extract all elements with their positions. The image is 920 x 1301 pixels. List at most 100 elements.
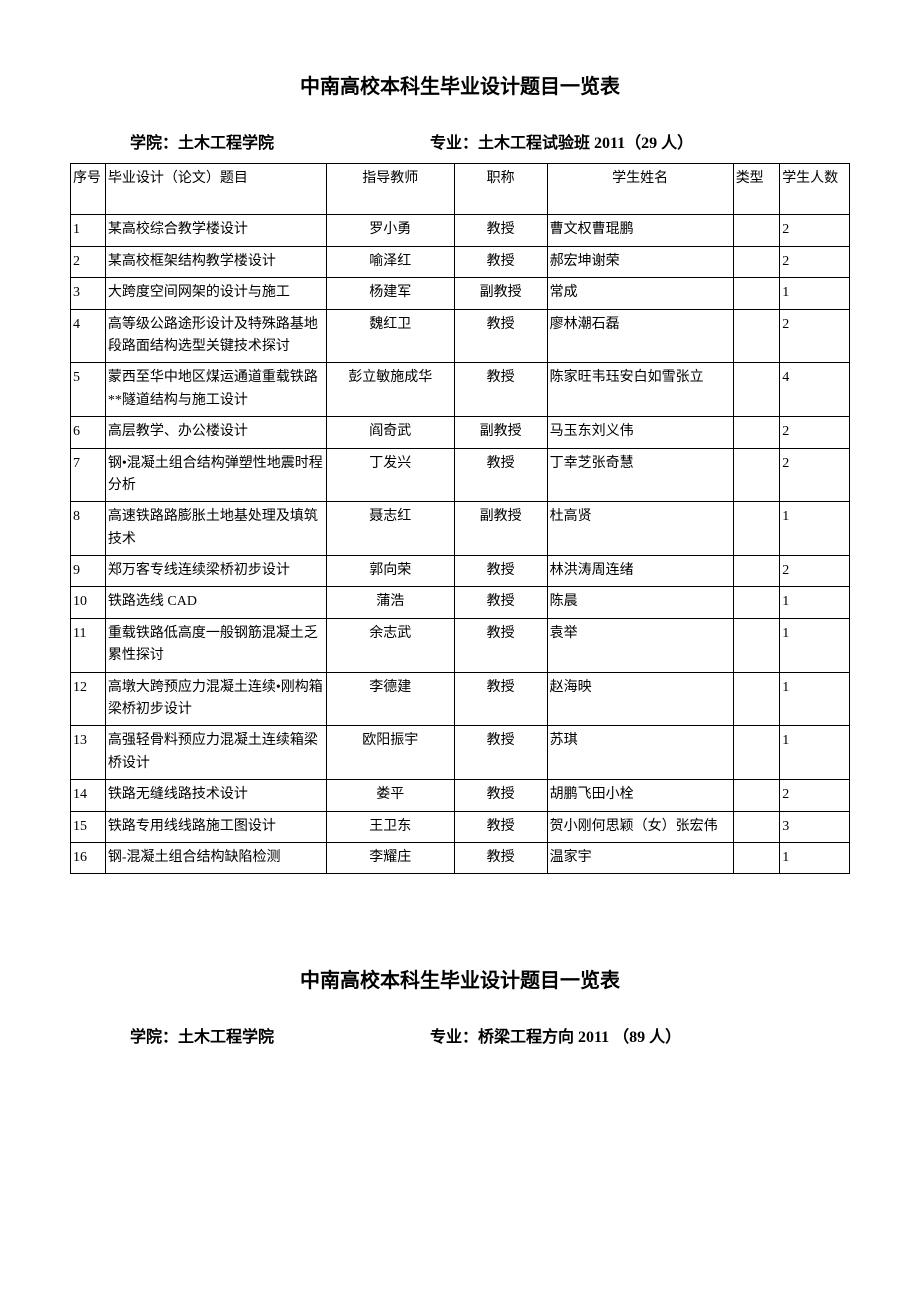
cell-count: 1 xyxy=(780,278,850,309)
cell-count: 2 xyxy=(780,417,850,448)
table-row: 15铁路专用线线路施工图设计王卫东教授贺小刚何思颖（女）张宏伟3 xyxy=(71,811,850,842)
table-row: 2某高校框架结构教学楼设计喻泽红教授郝宏坤谢荣2 xyxy=(71,246,850,277)
projects-table: 序号 毕业设计（论文）题目 指导教师 职称 学生姓名 类型 学生人数 1某高校综… xyxy=(70,163,850,874)
cell-teacher: 魏红卫 xyxy=(326,309,454,363)
cell-topic: 蒙西至华中地区煤运通道重载铁路**隧道结构与施工设计 xyxy=(105,363,326,417)
cell-idx: 7 xyxy=(71,448,106,502)
cell-type xyxy=(733,726,780,780)
table-row: 10铁路选线 CAD蒲浩教授陈晨1 xyxy=(71,587,850,618)
cell-topic: 钢•混凝土组合结构弹塑性地震时程分析 xyxy=(105,448,326,502)
cell-idx: 1 xyxy=(71,215,106,246)
cell-count: 2 xyxy=(780,556,850,587)
table-row: 7钢•混凝土组合结构弹塑性地震时程分析丁发兴教授丁幸芝张奇慧2 xyxy=(71,448,850,502)
cell-students: 陈家旺韦珏安白如雪张立 xyxy=(547,363,733,417)
cell-title: 教授 xyxy=(454,448,547,502)
cell-type xyxy=(733,309,780,363)
cell-title: 教授 xyxy=(454,726,547,780)
cell-teacher: 娄平 xyxy=(326,780,454,811)
cell-teacher: 喻泽红 xyxy=(326,246,454,277)
cell-title: 教授 xyxy=(454,246,547,277)
cell-topic: 铁路专用线线路施工图设计 xyxy=(105,811,326,842)
cell-type xyxy=(733,618,780,672)
cell-count: 2 xyxy=(780,448,850,502)
header-topic: 毕业设计（论文）题目 xyxy=(105,164,326,215)
cell-count: 1 xyxy=(780,726,850,780)
table-row: 8高速铁路路膨胀土地基处理及填筑技术聂志红副教授杜高贤1 xyxy=(71,502,850,556)
table-row: 16钢-混凝土组合结构缺陷检测李耀庄教授温家宇1 xyxy=(71,842,850,873)
cell-teacher: 聂志红 xyxy=(326,502,454,556)
header-teacher: 指导教师 xyxy=(326,164,454,215)
table-row: 12高墩大跨预应力混凝土连续•刚构箱梁桥初步设计李德建教授赵海映1 xyxy=(71,672,850,726)
table-row: 6高层教学、办公楼设计阎奇武副教授马玉东刘义伟2 xyxy=(71,417,850,448)
cell-idx: 4 xyxy=(71,309,106,363)
subheader-1: 学院：土木工程学院 专业：土木工程试验班 2011（29 人） xyxy=(70,129,850,153)
college-label-2: 学院：土木工程学院 xyxy=(70,1023,430,1047)
cell-topic: 大跨度空间网架的设计与施工 xyxy=(105,278,326,309)
cell-idx: 8 xyxy=(71,502,106,556)
cell-topic: 铁路无缝线路技术设计 xyxy=(105,780,326,811)
cell-type xyxy=(733,556,780,587)
cell-count: 1 xyxy=(780,672,850,726)
subheader-2: 学院：土木工程学院 专业：桥梁工程方向 2011 （89 人） xyxy=(70,1023,850,1047)
cell-teacher: 蒲浩 xyxy=(326,587,454,618)
table-row: 9郑万客专线连续梁桥初步设计郭向荣教授林洪涛周连绪2 xyxy=(71,556,850,587)
cell-title: 教授 xyxy=(454,215,547,246)
cell-topic: 高等级公路途形设计及特殊路基地段路面结构选型关键技术探讨 xyxy=(105,309,326,363)
header-idx: 序号 xyxy=(71,164,106,215)
table-row: 11重载铁路低高度一般钢筋混凝土乏累性探讨余志武教授袁举1 xyxy=(71,618,850,672)
cell-count: 1 xyxy=(780,502,850,556)
cell-type xyxy=(733,672,780,726)
cell-count: 1 xyxy=(780,842,850,873)
cell-title: 教授 xyxy=(454,556,547,587)
cell-students: 马玉东刘义伟 xyxy=(547,417,733,448)
cell-topic: 某高校综合教学楼设计 xyxy=(105,215,326,246)
cell-type xyxy=(733,811,780,842)
cell-title: 副教授 xyxy=(454,502,547,556)
cell-topic: 某高校框架结构教学楼设计 xyxy=(105,246,326,277)
cell-title: 教授 xyxy=(454,672,547,726)
cell-title: 教授 xyxy=(454,587,547,618)
cell-students: 杜高贤 xyxy=(547,502,733,556)
cell-teacher: 阎奇武 xyxy=(326,417,454,448)
header-students: 学生姓名 xyxy=(547,164,733,215)
cell-idx: 2 xyxy=(71,246,106,277)
cell-students: 常成 xyxy=(547,278,733,309)
cell-type xyxy=(733,417,780,448)
cell-idx: 15 xyxy=(71,811,106,842)
table-row: 5蒙西至华中地区煤运通道重载铁路**隧道结构与施工设计彭立敏施成华教授陈家旺韦珏… xyxy=(71,363,850,417)
cell-idx: 6 xyxy=(71,417,106,448)
cell-topic: 铁路选线 CAD xyxy=(105,587,326,618)
cell-teacher: 彭立敏施成华 xyxy=(326,363,454,417)
cell-title: 教授 xyxy=(454,842,547,873)
cell-teacher: 李德建 xyxy=(326,672,454,726)
cell-count: 2 xyxy=(780,780,850,811)
table-row: 4高等级公路途形设计及特殊路基地段路面结构选型关键技术探讨魏红卫教授廖林潮石磊2 xyxy=(71,309,850,363)
cell-students: 赵海映 xyxy=(547,672,733,726)
cell-students: 廖林潮石磊 xyxy=(547,309,733,363)
table-row: 3大跨度空间网架的设计与施工杨建军副教授常成1 xyxy=(71,278,850,309)
cell-idx: 9 xyxy=(71,556,106,587)
major-label-2: 专业：桥梁工程方向 2011 （89 人） xyxy=(430,1023,850,1047)
cell-students: 胡鹏飞田小栓 xyxy=(547,780,733,811)
cell-idx: 3 xyxy=(71,278,106,309)
cell-title: 教授 xyxy=(454,780,547,811)
table-header-row: 序号 毕业设计（论文）题目 指导教师 职称 学生姓名 类型 学生人数 xyxy=(71,164,850,215)
cell-count: 3 xyxy=(780,811,850,842)
cell-teacher: 余志武 xyxy=(326,618,454,672)
cell-type xyxy=(733,278,780,309)
table-row: 1某高校综合教学楼设计罗小勇教授曹文权曹琨鹏2 xyxy=(71,215,850,246)
table-row: 14铁路无缝线路技术设计娄平教授胡鹏飞田小栓2 xyxy=(71,780,850,811)
cell-count: 4 xyxy=(780,363,850,417)
cell-type xyxy=(733,363,780,417)
cell-topic: 高墩大跨预应力混凝土连续•刚构箱梁桥初步设计 xyxy=(105,672,326,726)
cell-count: 1 xyxy=(780,587,850,618)
cell-idx: 16 xyxy=(71,842,106,873)
cell-title: 教授 xyxy=(454,811,547,842)
cell-idx: 10 xyxy=(71,587,106,618)
cell-students: 苏琪 xyxy=(547,726,733,780)
cell-count: 2 xyxy=(780,215,850,246)
college-label-1: 学院：土木工程学院 xyxy=(70,129,430,153)
cell-students: 温家宇 xyxy=(547,842,733,873)
cell-topic: 高强轻骨料预应力混凝土连续箱梁桥设计 xyxy=(105,726,326,780)
cell-title: 教授 xyxy=(454,309,547,363)
